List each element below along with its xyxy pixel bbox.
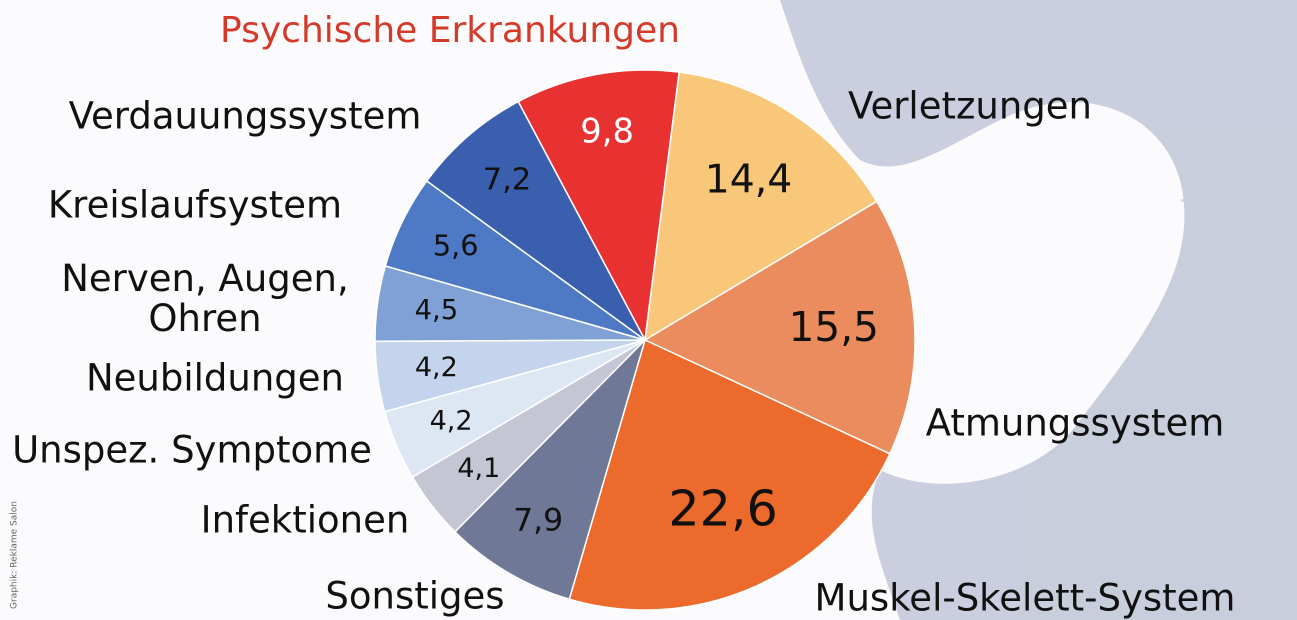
credit: Graphik: Reklame Salon bbox=[10, 501, 20, 609]
chart-title: Psychische Erkrankungen bbox=[220, 10, 680, 51]
pie-slice bbox=[643, 200, 916, 455]
value-label: 4,2 bbox=[430, 406, 473, 437]
value-label: 15,5 bbox=[789, 303, 879, 351]
slice-label: Unspez. Symptome bbox=[12, 429, 372, 472]
slice-label: Atmungssystem bbox=[926, 402, 1225, 445]
value-label: 14,4 bbox=[705, 157, 792, 202]
pie-slice bbox=[453, 339, 646, 601]
pie-slice bbox=[517, 69, 681, 343]
value-label: 22,6 bbox=[668, 480, 777, 538]
slice-label: Verletzungen bbox=[848, 85, 1092, 128]
value-label: 7,9 bbox=[513, 502, 563, 538]
slice-label: Infektionen bbox=[201, 499, 410, 542]
slice-label: Sonstiges bbox=[325, 575, 504, 618]
pie-slice bbox=[568, 338, 891, 611]
background-photo bbox=[780, 0, 1297, 620]
slice-label: Neubildungen bbox=[86, 357, 344, 400]
value-label: 7,2 bbox=[483, 162, 532, 197]
slice-label: Muskel-Skelett-System bbox=[815, 577, 1236, 620]
slice-label: Verdauungssystem bbox=[69, 95, 422, 138]
value-label: 9,8 bbox=[580, 111, 634, 150]
slice-label: Kreislaufsystem bbox=[48, 184, 342, 227]
value-label: 4,5 bbox=[415, 295, 459, 326]
pie-slice bbox=[425, 100, 646, 341]
value-label: 4,2 bbox=[415, 352, 458, 383]
value-label: 4,1 bbox=[457, 453, 500, 484]
pie-slice bbox=[644, 71, 878, 342]
slice-label: Nerven, Augen, Ohren bbox=[61, 257, 349, 340]
value-label: 5,6 bbox=[433, 229, 479, 263]
